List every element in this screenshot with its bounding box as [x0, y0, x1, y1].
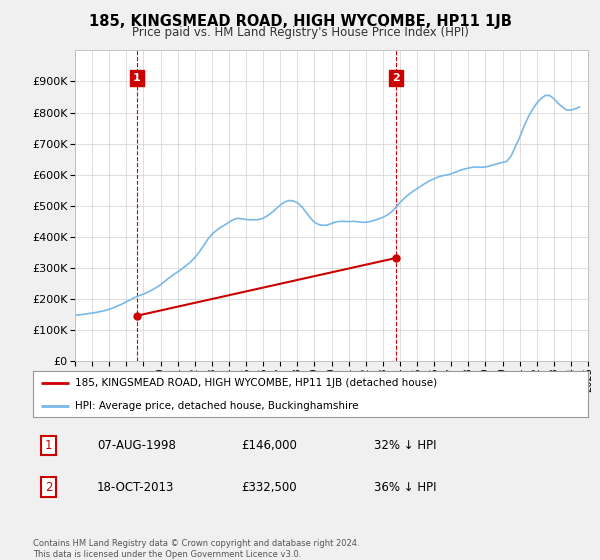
- Text: 1: 1: [133, 73, 140, 83]
- Text: 1: 1: [45, 439, 52, 452]
- Text: 2: 2: [392, 73, 400, 83]
- Text: 2: 2: [45, 480, 52, 493]
- Text: Contains HM Land Registry data © Crown copyright and database right 2024.
This d: Contains HM Land Registry data © Crown c…: [33, 539, 359, 559]
- Text: 36% ↓ HPI: 36% ↓ HPI: [374, 480, 437, 493]
- Text: 185, KINGSMEAD ROAD, HIGH WYCOMBE, HP11 1JB: 185, KINGSMEAD ROAD, HIGH WYCOMBE, HP11 …: [89, 14, 511, 29]
- Text: 185, KINGSMEAD ROAD, HIGH WYCOMBE, HP11 1JB (detached house): 185, KINGSMEAD ROAD, HIGH WYCOMBE, HP11 …: [74, 378, 437, 388]
- Text: 07-AUG-1998: 07-AUG-1998: [97, 439, 176, 452]
- Text: HPI: Average price, detached house, Buckinghamshire: HPI: Average price, detached house, Buck…: [74, 401, 358, 410]
- Text: £146,000: £146,000: [241, 439, 297, 452]
- Text: 32% ↓ HPI: 32% ↓ HPI: [374, 439, 437, 452]
- Text: Price paid vs. HM Land Registry's House Price Index (HPI): Price paid vs. HM Land Registry's House …: [131, 26, 469, 39]
- Text: £332,500: £332,500: [241, 480, 297, 493]
- Text: 18-OCT-2013: 18-OCT-2013: [97, 480, 174, 493]
